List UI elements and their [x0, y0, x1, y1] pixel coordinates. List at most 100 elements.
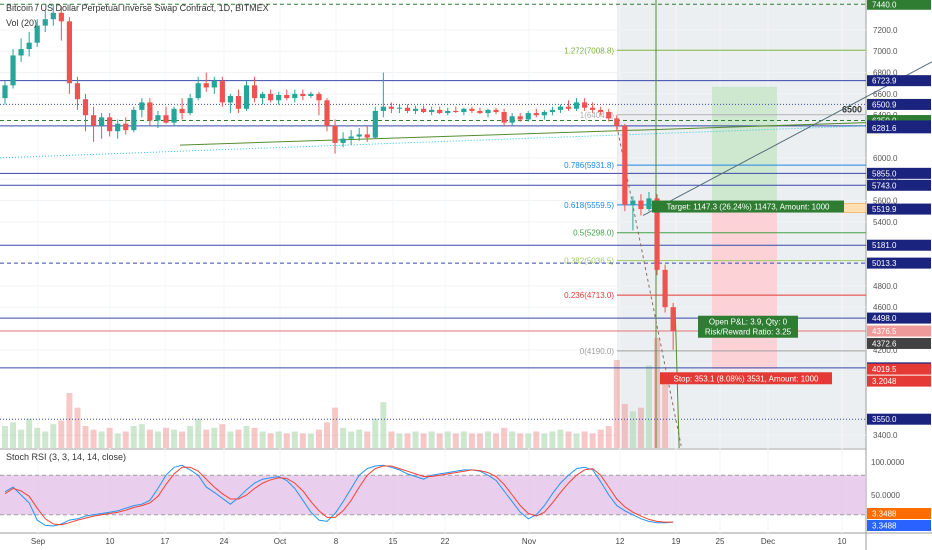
candle-body — [18, 49, 24, 56]
price-tag-bg — [867, 0, 931, 10]
candle-body — [638, 200, 644, 210]
price-tag: 5013.3 — [872, 259, 897, 268]
trend-line-solid — [179, 122, 867, 146]
x-tick-label: 10 — [106, 537, 115, 546]
x-tick-label: 10 — [838, 537, 847, 546]
volume-bar — [106, 427, 113, 448]
candle-body — [74, 83, 81, 100]
rsi-axis-label: 50.0000 — [871, 491, 900, 500]
candle-body — [203, 83, 209, 88]
volume-bar — [420, 433, 427, 448]
volume-bar — [613, 360, 620, 448]
rsi-series-line — [4, 465, 674, 526]
volume-bar — [259, 431, 266, 448]
volume-bar — [493, 433, 500, 448]
candle-body — [501, 112, 507, 123]
candle-body — [485, 109, 491, 114]
x-tick-label: Nov — [522, 537, 536, 546]
volume-bar — [163, 427, 169, 448]
volume-bar — [581, 431, 588, 448]
price-tag: 3550.0 — [872, 415, 897, 424]
volume-bar — [436, 433, 443, 448]
volume-bar — [605, 426, 612, 448]
candle-body — [598, 109, 604, 112]
candle-body — [630, 200, 636, 205]
volume-bar — [388, 431, 395, 448]
candle-body — [147, 102, 153, 121]
candle-body — [557, 106, 564, 110]
volume-bar — [291, 431, 298, 448]
candle-body — [541, 112, 547, 116]
candle-body — [356, 134, 362, 137]
y-tick-label: 5800.0 — [873, 175, 898, 184]
volume-bar — [428, 431, 435, 448]
trend-line-dotted — [0, 125, 867, 159]
volume-bar — [541, 433, 548, 448]
volume-bar — [629, 411, 636, 448]
volume-bar — [267, 433, 274, 448]
volume-bar — [485, 431, 491, 448]
x-tick-label: Oct — [274, 537, 287, 546]
candle-body — [42, 19, 48, 26]
volume-bar — [90, 429, 97, 448]
volume-bar — [444, 431, 451, 448]
price-tag-bg — [867, 203, 931, 215]
position-stop-label: Stop: 353.1 (8.08%) 3531, Amount: 1000 — [674, 374, 820, 383]
volume-bar — [517, 433, 524, 448]
y-tick-label: 4600.0 — [873, 303, 898, 312]
volume-bar — [315, 429, 322, 448]
candle-body — [364, 134, 370, 138]
candle-body — [171, 108, 177, 123]
volume-bar — [10, 422, 17, 448]
fibonacci-level-label: 1.272(7008.8) — [564, 46, 614, 55]
price-tag: 4372.6 — [872, 339, 897, 348]
volume-bar — [179, 431, 186, 448]
position-labels[interactable]: Target: 1147.3 (26.24%) 11473, Amount: 1… — [652, 200, 844, 385]
position-rr-label: Risk/Reward Ratio: 3.25 — [705, 328, 792, 337]
candles-layer — [2, 4, 676, 350]
candle-body — [429, 109, 435, 112]
candle-body — [292, 93, 298, 99]
fibonacci-level-label: 0.786(5931.8) — [564, 161, 614, 170]
y-tick-label: 7200.0 — [873, 26, 898, 35]
volume-bar — [2, 426, 8, 448]
volume-bar — [18, 429, 25, 448]
price-tag: 6500.9 — [872, 100, 897, 109]
candle-body — [243, 85, 250, 109]
y-tick-label: 4200.0 — [873, 346, 898, 355]
volume-bar — [589, 433, 596, 448]
volume-indicator-label: Vol (20) — [6, 18, 38, 28]
price-tags: 3.34883.34887440.06723.96500.96350.06300… — [867, 0, 931, 531]
candle-body — [82, 99, 89, 116]
candle-body — [445, 110, 451, 114]
price-tag: 5519.9 — [872, 205, 897, 214]
position-target-label-box — [652, 200, 844, 213]
candle-body — [115, 123, 121, 132]
price-tag: 6723.9 — [872, 77, 897, 86]
volume-bar — [154, 431, 161, 448]
volume-bar — [283, 433, 290, 448]
volume-bar — [26, 418, 33, 448]
candle-body — [26, 42, 32, 50]
volume-bar — [187, 426, 194, 448]
rsi-axis-label: 100.0000 — [871, 458, 905, 467]
volume-bar — [557, 429, 564, 448]
candle-body — [195, 83, 201, 99]
price-tag: 7440.0 — [872, 0, 897, 9]
volume-bar — [251, 427, 258, 448]
volume-bar — [460, 431, 467, 448]
candle-body — [606, 112, 612, 119]
price-tag-bg — [867, 122, 931, 134]
candle-body — [219, 81, 225, 103]
candle-body — [107, 117, 113, 132]
candle-body — [308, 93, 314, 96]
fibonacci-level-label: 1(6404.0) — [580, 111, 615, 120]
price-tag: 5743.0 — [872, 181, 897, 190]
candle-body — [590, 107, 596, 110]
volume-bar — [130, 426, 137, 448]
candle-body — [123, 123, 129, 131]
candle-body — [622, 125, 628, 205]
candle-body — [654, 198, 660, 270]
price-tag-bg — [867, 325, 931, 337]
